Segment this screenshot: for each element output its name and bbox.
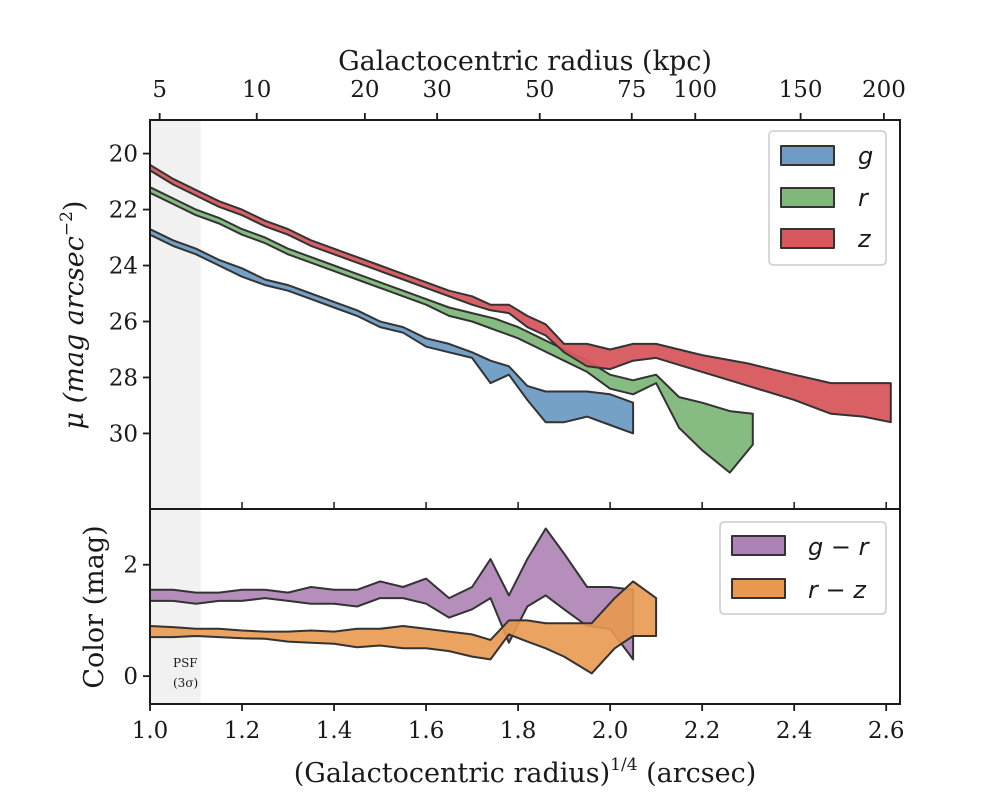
top-tick-label-1: 10 <box>242 77 271 103</box>
legend-label-r-z: r − z <box>808 576 867 604</box>
bottom-panel-ylabel: Color (mag) <box>79 525 110 688</box>
top-axis-label: Galactocentric radius (kpc) <box>338 46 712 77</box>
xtick-label-8: 2.6 <box>868 718 905 744</box>
bottom-panel-frame <box>149 508 901 705</box>
top-tick-label-2: 20 <box>350 77 379 103</box>
legend-swatch-g <box>780 145 835 166</box>
surface-brightness-ytick-label-1: 22 <box>109 198 138 224</box>
legend-label-r: r <box>858 184 870 212</box>
psf-region-bottom <box>150 509 201 704</box>
psf-sigma-label: (3σ) <box>173 676 198 690</box>
surface-brightness-ytick-label-4: 28 <box>109 365 138 391</box>
psf-label: PSF <box>173 656 198 670</box>
surface-brightness-ytick-label-0: 20 <box>109 142 138 168</box>
legend-label-z: z <box>857 225 872 253</box>
top-tick-label-0: 5 <box>152 77 167 103</box>
top-tick-label-4: 50 <box>525 77 554 103</box>
surface-brightness-band-2 <box>149 163 892 424</box>
surface-brightness-bands <box>149 163 892 474</box>
legend-label-g: g <box>858 142 873 170</box>
surface-brightness-band-0 <box>149 228 635 435</box>
color-bands <box>149 527 658 675</box>
xtick-label-1: 1.2 <box>224 718 261 744</box>
top-tick-label-7: 150 <box>779 77 823 103</box>
bottom-legend: g − r r − z <box>719 521 887 615</box>
legend-swatch-g-r <box>731 535 786 556</box>
surface-brightness-ytick-label-2: 24 <box>109 254 138 280</box>
xtick-label-2: 1.4 <box>316 718 353 744</box>
legend-swatch-r-z <box>731 578 786 599</box>
xtick-label-6: 2.2 <box>684 718 721 744</box>
top-panel-ylabel: μ (mag arcsec−2) <box>57 201 90 430</box>
xtick-label-0: 1.0 <box>132 718 169 744</box>
top-tick-label-8: 200 <box>862 77 906 103</box>
top-tick-label-3: 30 <box>422 77 451 103</box>
surface-brightness-ytick-label-3: 26 <box>109 309 138 335</box>
top-tick-label-6: 100 <box>673 77 717 103</box>
axis-ticks: 20 22 24 26 28 30 0 2 1.0 1.2 1.4 1.6 1.8 2.0 2.2 2.4 2.… <box>109 77 906 744</box>
color-ytick-label-1: 2 <box>123 553 138 579</box>
xtick-label-3: 1.6 <box>408 718 445 744</box>
xtick-label-4: 1.8 <box>500 718 537 744</box>
color-band-1 <box>149 580 658 675</box>
top-tick-label-5: 75 <box>617 77 646 103</box>
legend-label-g-r: g − r <box>808 533 871 561</box>
color-ytick-label-0: 0 <box>123 664 138 690</box>
legend-swatch-r <box>780 187 835 208</box>
xtick-label-7: 2.4 <box>776 718 813 744</box>
psf-region-top <box>150 120 201 509</box>
xtick-label-5: 2.0 <box>592 718 629 744</box>
surface-brightness-ytick-label-5: 30 <box>109 421 138 447</box>
x-axis-label: (Galactocentric radius)1/4 (arcsec) <box>294 755 757 789</box>
top-legend: g r z <box>768 130 887 266</box>
legend-swatch-z <box>780 228 835 249</box>
surface-brightness-band-1 <box>149 186 754 474</box>
